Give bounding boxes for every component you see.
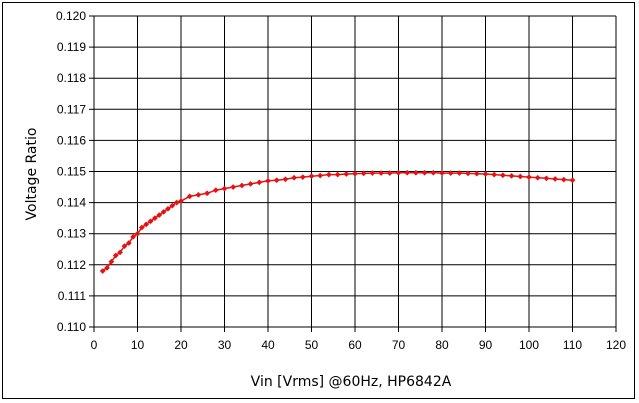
x-tick-label: 110 xyxy=(563,338,582,352)
data-point xyxy=(334,171,341,178)
y-tick-label: 0.119 xyxy=(57,40,86,54)
y-tick-label: 0.114 xyxy=(57,196,86,210)
y-tick-label: 0.112 xyxy=(57,258,86,272)
data-point xyxy=(256,179,263,186)
data-point xyxy=(499,172,506,179)
y-tick-label: 0.117 xyxy=(57,102,86,116)
x-tick-label: 30 xyxy=(218,338,232,352)
y-tick-label: 0.111 xyxy=(58,289,87,303)
data-point xyxy=(308,173,315,180)
x-tick-label: 20 xyxy=(174,338,188,352)
x-tick-labels: 0 10 20 30 40 50 60 70 80 90 100 110 120 xyxy=(91,338,627,352)
y-tick-label: 0.116 xyxy=(57,133,86,147)
data-point xyxy=(121,243,128,250)
data-point xyxy=(178,198,184,204)
data-point xyxy=(552,176,559,182)
data-point xyxy=(291,174,298,181)
data-point xyxy=(282,176,289,183)
y-tick-label: 0.118 xyxy=(57,71,86,85)
data-point xyxy=(125,240,132,246)
x-tick-label: 80 xyxy=(435,338,449,352)
data-point xyxy=(99,268,106,274)
data-point xyxy=(138,224,145,231)
data-point xyxy=(560,176,567,183)
data-point xyxy=(273,177,280,184)
y-axis-label: Voltage Ratio xyxy=(24,128,40,221)
data-point xyxy=(173,199,180,206)
data-point xyxy=(369,170,376,177)
data-point xyxy=(186,193,193,200)
data-point xyxy=(534,174,541,181)
data-point xyxy=(117,249,124,256)
data-point xyxy=(134,230,141,237)
data-point xyxy=(325,171,332,178)
data-point xyxy=(164,205,171,212)
data-point xyxy=(526,174,532,181)
data-point xyxy=(421,169,428,176)
data-point xyxy=(439,170,445,177)
data-point xyxy=(543,175,550,182)
data-point xyxy=(569,177,576,184)
data-point xyxy=(386,170,393,177)
x-tick-label: 90 xyxy=(479,338,493,352)
data-point xyxy=(378,170,385,177)
data-point xyxy=(212,187,219,194)
data-point xyxy=(112,252,119,259)
data-point xyxy=(156,212,163,218)
data-point xyxy=(147,218,154,225)
data-point xyxy=(160,208,167,215)
data-point xyxy=(352,170,358,177)
data-point xyxy=(143,221,150,228)
data-point xyxy=(482,171,489,177)
data-point xyxy=(230,184,237,191)
y-tick-label: 0.113 xyxy=(57,227,86,241)
data-point xyxy=(430,169,437,176)
data-point xyxy=(404,169,411,176)
x-tick-label: 100 xyxy=(519,338,539,352)
x-tick-label: 70 xyxy=(392,338,406,352)
data-point xyxy=(299,174,306,181)
data-point xyxy=(195,191,202,198)
data-point xyxy=(204,190,211,197)
x-tick-label: 10 xyxy=(131,338,145,352)
data-point xyxy=(104,264,111,271)
y-tick-labels: 0.110 0.111 0.112 0.113 0.114 0.115 0.116 0.117… xyxy=(56,9,86,334)
data-point xyxy=(343,171,350,177)
series-line xyxy=(102,171,573,272)
data-point xyxy=(169,202,176,209)
data-point xyxy=(447,170,454,177)
data-point xyxy=(491,171,498,178)
data-point xyxy=(247,180,254,187)
x-tick-label: 50 xyxy=(305,338,319,352)
y-tick-label: 0.115 xyxy=(57,165,86,179)
data-point xyxy=(395,169,402,176)
data-point xyxy=(465,170,472,177)
data-point xyxy=(130,233,137,240)
data-point xyxy=(517,173,524,180)
data-points xyxy=(99,169,576,274)
data-point xyxy=(151,215,158,222)
x-tick-label: 120 xyxy=(606,338,626,352)
data-point xyxy=(508,172,515,179)
x-tick-label: 60 xyxy=(348,338,362,352)
data-point xyxy=(108,258,115,265)
data-point xyxy=(473,170,480,177)
data-point xyxy=(360,170,367,177)
data-point xyxy=(238,182,245,189)
y-tick-label: 0.110 xyxy=(57,320,86,334)
data-point xyxy=(221,185,228,192)
x-tick-label: 0 xyxy=(91,338,98,352)
data-point xyxy=(317,172,324,179)
data-point xyxy=(412,169,419,176)
y-tick-label: 0.120 xyxy=(56,9,86,23)
x-axis-label: Vin [Vrms] @60Hz, HP6842A xyxy=(251,374,452,390)
data-point xyxy=(265,177,271,184)
data-point xyxy=(456,170,463,177)
x-tick-label: 40 xyxy=(261,338,275,352)
